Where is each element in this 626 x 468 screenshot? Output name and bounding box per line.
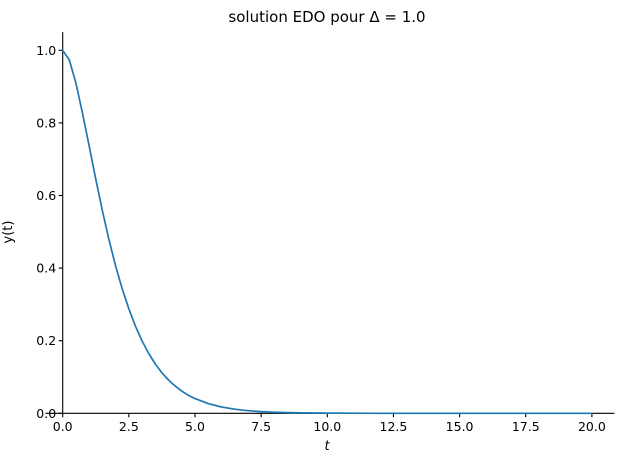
chart-title: solution EDO pour Δ = 1.0 <box>228 8 425 26</box>
x-tick-label: 0.0 <box>53 419 73 434</box>
y-tick-label: 0.2 <box>36 333 56 348</box>
series-line <box>61 49 593 415</box>
y-tick-label: 0.0 <box>36 406 56 421</box>
x-tick-label: 15.0 <box>446 419 474 434</box>
y-tick-label: 0.6 <box>36 188 56 203</box>
y-tick-label: 0.4 <box>36 261 56 276</box>
y-axis-label: y(t) <box>1 221 16 244</box>
x-tick-label: 7.5 <box>251 419 271 434</box>
x-tick-label: 2.5 <box>119 419 139 434</box>
axes-layer: 0.0 2.5 5.0 7.5 10.0 12.5 15.0 17.5 20.0 0.0 0.2 0.… <box>36 32 615 434</box>
x-tick-label: 12.5 <box>380 419 408 434</box>
x-tick-label: 10.0 <box>313 419 341 434</box>
y-tick-label: 0.8 <box>36 115 56 130</box>
x-tick-label: 5.0 <box>185 419 205 434</box>
x-axis-label: t <box>324 439 330 454</box>
x-tick-label: 20.0 <box>578 419 606 434</box>
x-tick-label: 17.5 <box>512 419 540 434</box>
series-layer <box>61 49 593 415</box>
y-tick-label: 1.0 <box>36 43 56 58</box>
